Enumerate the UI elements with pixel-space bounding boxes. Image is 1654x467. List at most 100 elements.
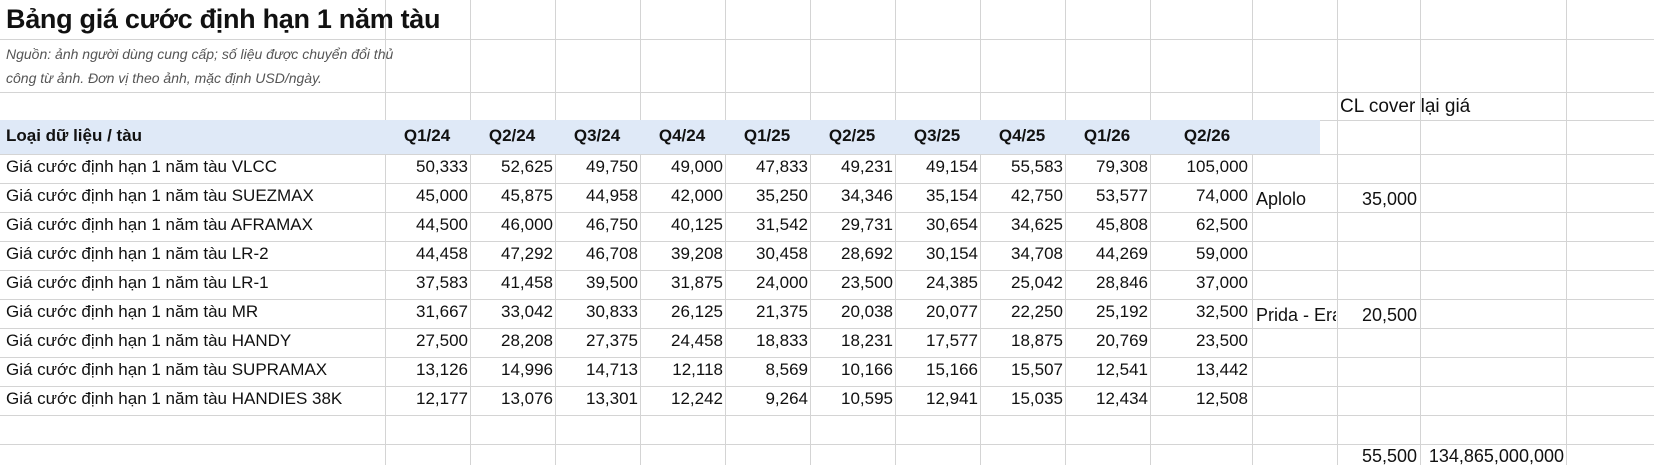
value-cell[interactable]: 44,500 [416,215,468,234]
quarter-header[interactable]: Q3/24 [573,126,621,145]
value-cell[interactable]: 27,375 [586,331,638,350]
value-cell[interactable]: 22,250 [1011,302,1063,321]
value-cell[interactable]: 62,500 [1196,215,1248,234]
prida-label[interactable]: Prida - Era [1256,305,1336,325]
value-cell[interactable]: 12,541 [1096,360,1148,379]
quarter-header[interactable]: Q1/26 [1083,126,1131,145]
value-cell[interactable]: 20,077 [926,302,978,321]
value-cell[interactable]: 31,542 [756,215,808,234]
value-cell[interactable]: 35,154 [926,186,978,205]
value-cell[interactable]: 30,833 [586,302,638,321]
value-cell[interactable]: 12,118 [672,360,723,379]
value-cell[interactable]: 45,875 [501,186,553,205]
value-cell[interactable]: 37,000 [1196,273,1248,292]
value-cell[interactable]: 13,442 [1196,360,1248,379]
value-cell[interactable]: 23,500 [841,273,893,292]
value-cell[interactable]: 49,154 [926,157,978,176]
value-cell[interactable]: 15,507 [1011,360,1063,379]
quarter-header[interactable]: Q1/24 [403,126,451,145]
value-cell[interactable]: 18,231 [841,331,893,350]
value-cell[interactable]: 53,577 [1096,186,1148,205]
value-cell[interactable]: 12,941 [926,389,978,408]
value-cell[interactable]: 18,833 [756,331,808,350]
value-cell[interactable]: 42,750 [1011,186,1063,205]
value-cell[interactable]: 39,500 [586,273,638,292]
source-note-line-1[interactable]: Nguồn: ảnh người dùng cung cấp; số liệu … [6,46,394,62]
value-cell[interactable]: 24,000 [756,273,808,292]
value-cell[interactable]: 40,125 [671,215,723,234]
value-cell[interactable]: 17,577 [926,331,978,350]
value-cell[interactable]: 10,595 [841,389,893,408]
value-cell[interactable]: 34,708 [1011,244,1063,263]
value-cell[interactable]: 55,583 [1011,157,1063,176]
value-cell[interactable]: 44,269 [1096,244,1148,263]
value-cell[interactable]: 23,500 [1196,331,1248,350]
value-cell[interactable]: 28,846 [1096,273,1148,292]
row-label[interactable]: Giá cước định hạn 1 năm tàu HANDIES 38K [6,389,343,408]
value-cell[interactable]: 12,177 [416,389,468,408]
row-label[interactable]: Giá cước định hạn 1 năm tàu SUEZMAX [6,186,314,205]
value-cell[interactable]: 30,154 [926,244,978,263]
source-note-line-2[interactable]: công từ ảnh. Đơn vị theo ảnh, mặc định U… [6,70,322,86]
row-label[interactable]: Giá cước định hạn 1 năm tàu SUPRAMAX [6,360,328,379]
column-header-label[interactable]: Loại dữ liệu / tàu [6,126,143,145]
value-cell[interactable]: 28,208 [501,331,553,350]
row-label[interactable]: Giá cước định hạn 1 năm tàu HANDY [6,331,292,350]
value-cell[interactable]: 105,000 [1186,157,1248,176]
value-cell[interactable]: 44,958 [586,186,638,205]
value-cell[interactable]: 24,458 [671,331,723,350]
quarter-header[interactable]: Q2/26 [1183,126,1231,145]
value-cell[interactable]: 15,166 [926,360,978,379]
quarter-header[interactable]: Q4/25 [998,126,1046,145]
value-cell[interactable]: 32,500 [1196,302,1248,321]
value-cell[interactable]: 50,333 [416,157,468,176]
value-cell[interactable]: 13,076 [501,389,553,408]
value-cell[interactable]: 14,996 [501,360,553,379]
value-cell[interactable]: 30,654 [926,215,978,234]
value-cell[interactable]: 28,692 [841,244,893,263]
row-label[interactable]: Giá cước định hạn 1 năm tàu VLCC [6,157,278,176]
value-cell[interactable]: 49,750 [586,157,638,176]
value-cell[interactable]: 79,308 [1096,157,1148,176]
aplolo-value[interactable]: 35,000 [1361,189,1417,209]
row-label[interactable]: Giá cước định hạn 1 năm tàu LR-2 [6,244,269,263]
value-cell[interactable]: 34,346 [841,186,893,205]
value-cell[interactable]: 12,434 [1096,389,1148,408]
value-cell[interactable]: 46,000 [501,215,553,234]
aplolo-label[interactable]: Aplolo [1256,189,1307,209]
quarter-header[interactable]: Q2/24 [488,126,536,145]
value-cell[interactable]: 15,035 [1011,389,1063,408]
sheet-title[interactable]: Bảng giá cước định hạn 1 năm tàu [6,4,441,34]
value-cell[interactable]: 46,708 [586,244,638,263]
value-cell[interactable]: 45,000 [416,186,468,205]
value-cell[interactable]: 25,192 [1096,302,1148,321]
value-cell[interactable]: 34,625 [1011,215,1063,234]
value-cell[interactable]: 20,038 [841,302,893,321]
row-label[interactable]: Giá cước định hạn 1 năm tàu AFRAMAX [6,215,313,234]
value-cell[interactable]: 49,231 [841,157,893,176]
prida-value[interactable]: 20,500 [1361,305,1417,325]
value-cell[interactable]: 18,875 [1011,331,1063,350]
value-cell[interactable]: 42,000 [671,186,723,205]
value-cell[interactable]: 33,042 [501,302,553,321]
value-cell[interactable]: 29,731 [841,215,893,234]
value-cell[interactable]: 35,250 [756,186,808,205]
quarter-header[interactable]: Q3/25 [913,126,961,145]
value-cell[interactable]: 26,125 [671,302,723,321]
value-cell[interactable]: 45,808 [1096,215,1148,234]
grand-total-value[interactable]: 134,865,000,000 [1428,446,1564,466]
cl-cover-label[interactable]: CL cover lại giá [1340,96,1471,117]
total-value[interactable]: 55,500 [1361,446,1417,466]
value-cell[interactable]: 12,508 [1196,389,1248,408]
value-cell[interactable]: 21,375 [756,302,808,321]
value-cell[interactable]: 8,569 [765,360,808,379]
value-cell[interactable]: 44,458 [416,244,468,263]
value-cell[interactable]: 39,208 [671,244,723,263]
value-cell[interactable]: 47,292 [501,244,553,263]
value-cell[interactable]: 13,301 [586,389,638,408]
value-cell[interactable]: 31,875 [671,273,723,292]
value-cell[interactable]: 9,264 [765,389,808,408]
value-cell[interactable]: 59,000 [1196,244,1248,263]
value-cell[interactable]: 24,385 [926,273,978,292]
value-cell[interactable]: 20,769 [1096,331,1148,350]
